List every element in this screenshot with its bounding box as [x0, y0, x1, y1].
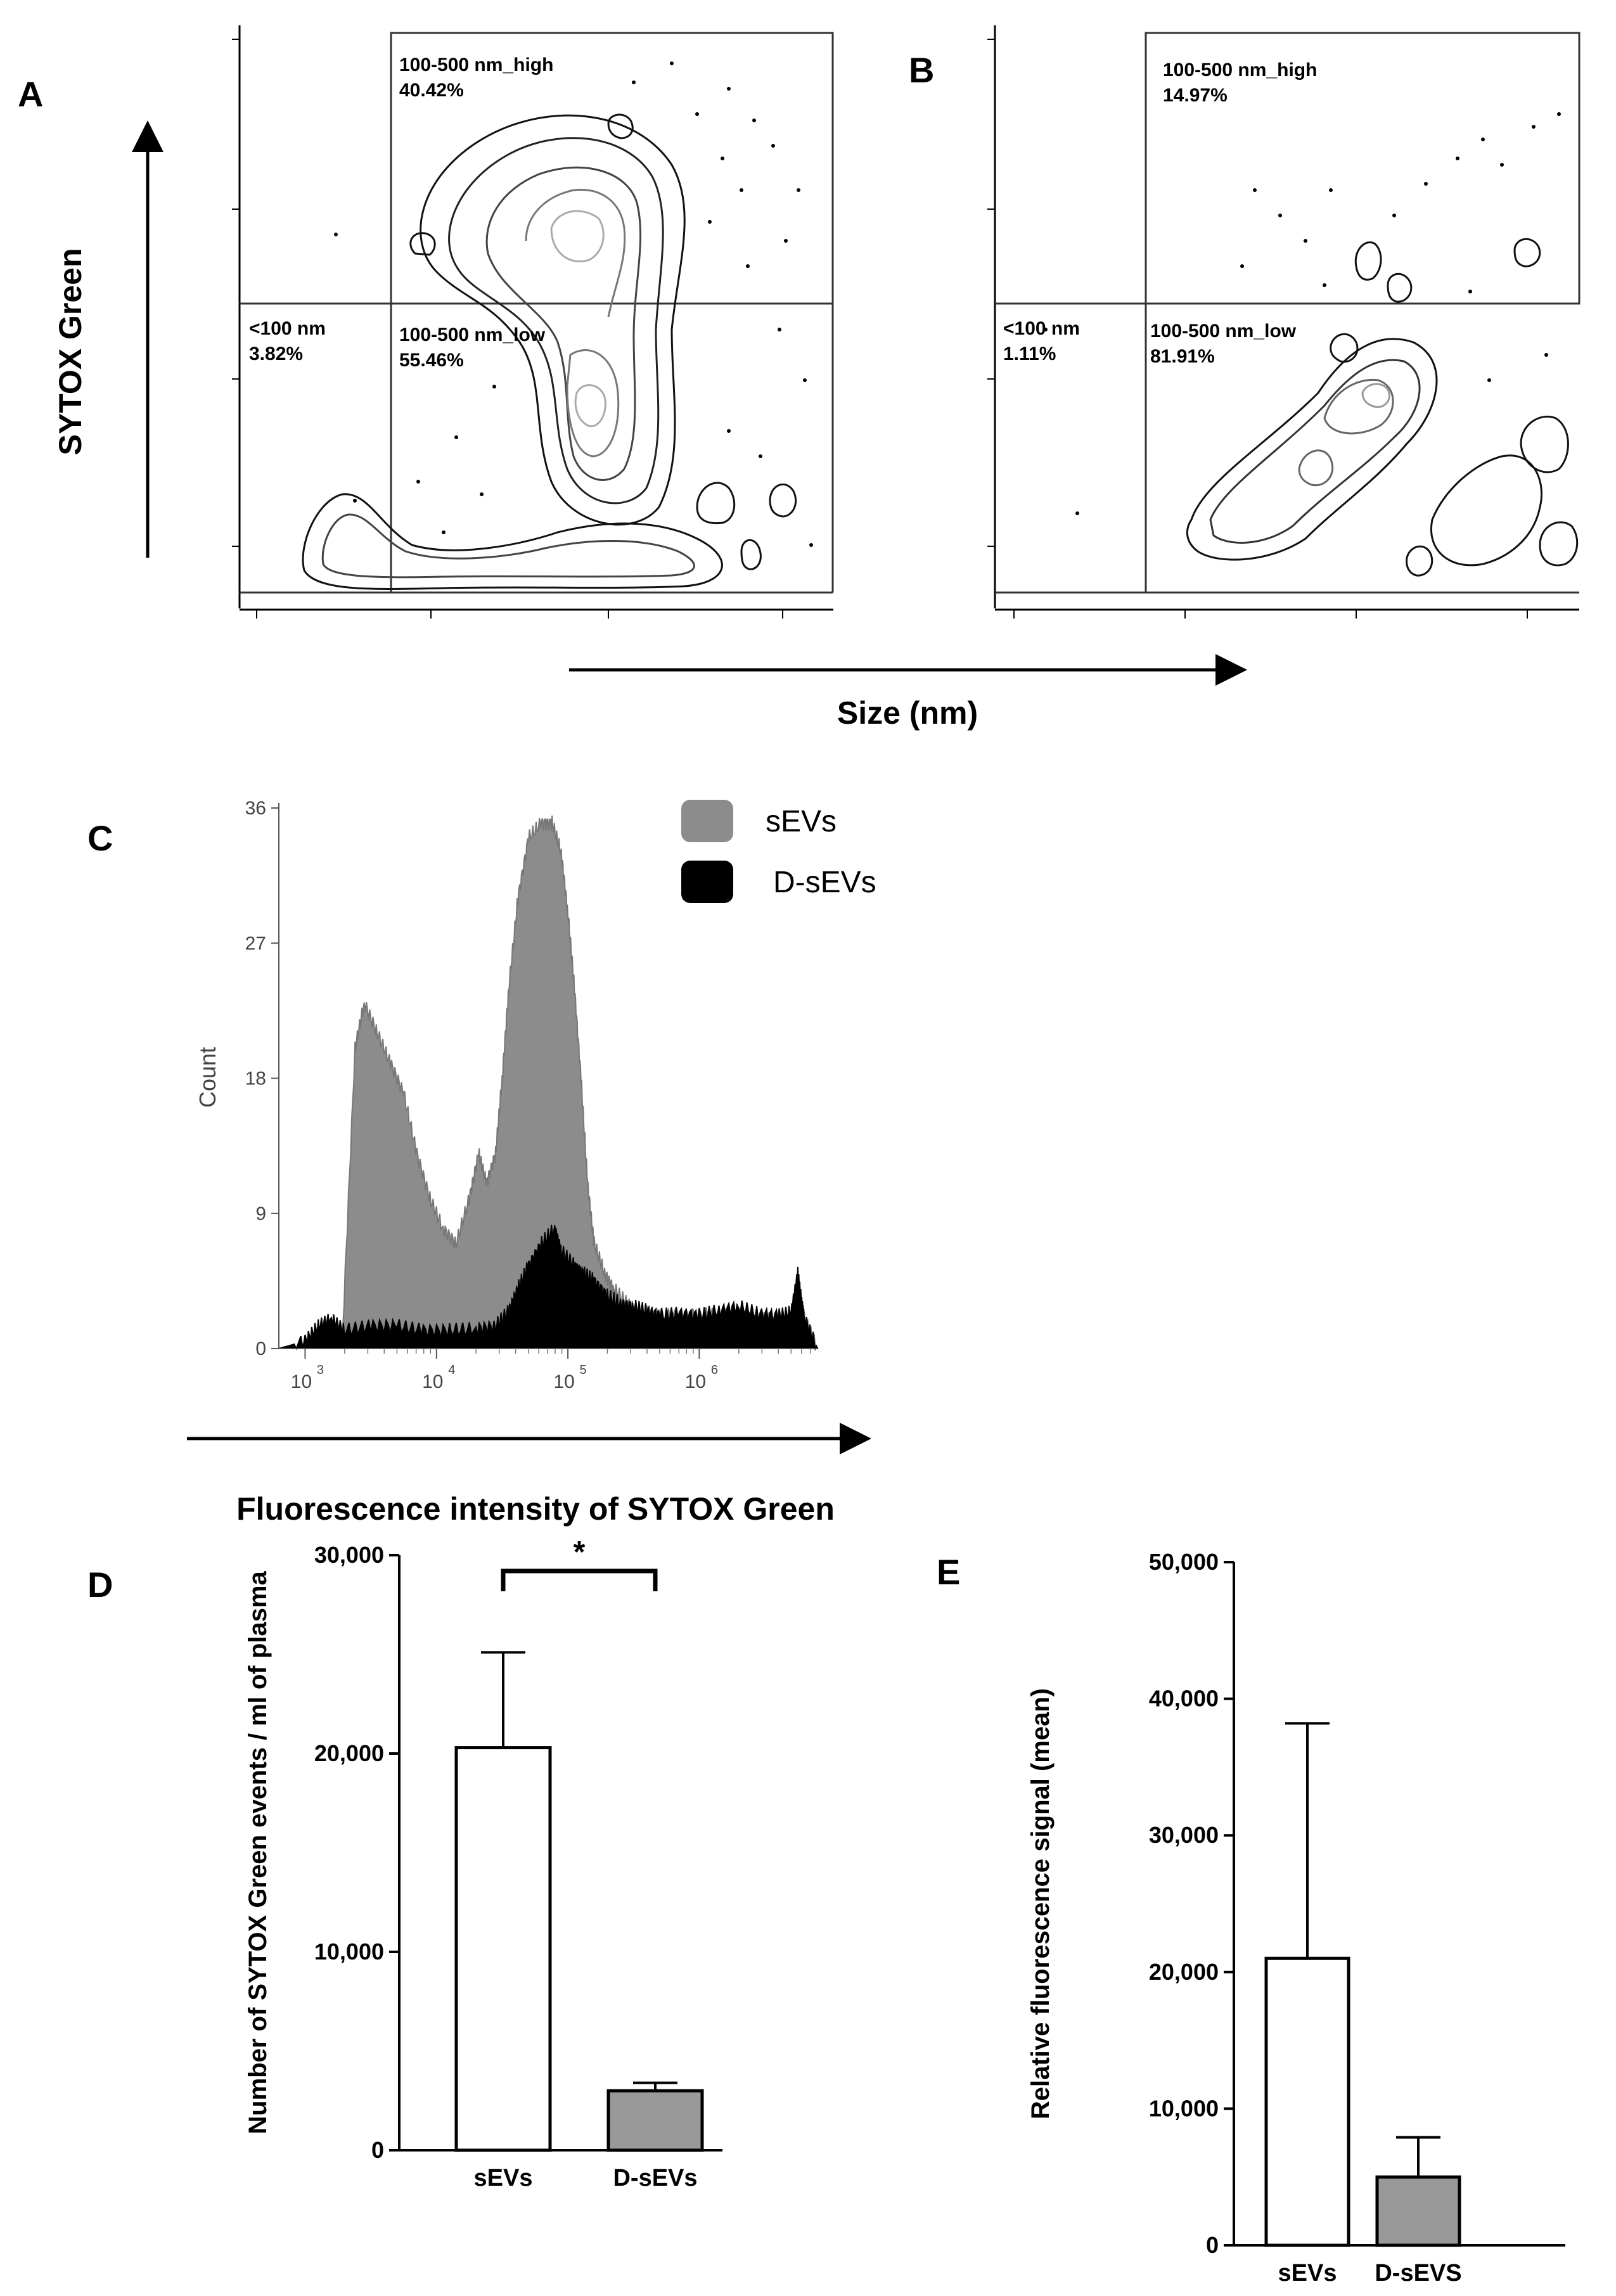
panel-c-y-title: Count: [195, 1047, 221, 1108]
panel-c-x-tick-label: 10: [291, 1371, 312, 1392]
panel-d-significance-bracket: [501, 1568, 658, 1592]
panel-c-x-tick-label: 10: [553, 1371, 574, 1392]
panel-c-y-tick-label: 27: [245, 933, 266, 954]
panel-d-significance-star: *: [574, 1536, 586, 1569]
panel-c-histogram: 0 9 18 27 36 10 3 10 4 10 5 10 6 Count: [195, 798, 819, 1392]
panel-e-y-tick-label: 40,000: [1149, 1686, 1219, 1712]
panel-d-bar-chart: 0 10,000 20,000 30,000 sEVs D-sEVs Number of S…: [244, 1536, 722, 2191]
panel-c-x-tick-label: 10: [422, 1371, 443, 1392]
panel-d-bar-1: [606, 2089, 704, 2152]
panel-d-y-title: Number of SYTOX Green events / ml of pla…: [244, 1571, 272, 2134]
panel-a-gate-low-name: 100-500 nm_low: [399, 324, 546, 345]
panel-a-gate-small-pct: 3.82%: [249, 343, 303, 364]
panel-b-contours: [1186, 238, 1579, 577]
panel-a-gate-high-name: 100-500 nm_high: [399, 55, 553, 75]
panel-b-dots: [1044, 112, 1561, 515]
panel-label-d: D: [87, 1565, 113, 1605]
panel-a-contours: [302, 113, 797, 590]
panel-label-a: A: [18, 74, 43, 114]
panel-b-gate-high-name: 100-500 nm_high: [1163, 60, 1317, 80]
panel-e-x-label-1: D-sEVS: [1375, 2260, 1461, 2286]
panel-a-gate-high-pct: 40.42%: [399, 80, 464, 101]
panel-b-gate-low-name: 100-500 nm_low: [1150, 321, 1297, 342]
panel-label-b: B: [909, 50, 934, 90]
y-axis-title-sytox: SYTOX Green: [53, 248, 88, 456]
panel-a-gate-small-name: <100 nm: [249, 318, 326, 339]
panel-a-dots: [334, 61, 813, 547]
panel-a-gate-low-pct: 55.46%: [399, 350, 464, 371]
panel-e-y-title: Relative fluorescence signal (mean): [1027, 1688, 1055, 2119]
panel-label-c: C: [87, 818, 113, 858]
panel-b-gate-high-pct: 14.97%: [1163, 85, 1228, 106]
panel-e-y-tick-label: 0: [1206, 2232, 1219, 2258]
legend-swatch-sevs: [681, 800, 733, 842]
histogram-series-dsevs: [278, 1224, 819, 1351]
panel-d-y-tick-label: 30,000: [314, 1542, 384, 1568]
panel-d-y-tick-label: 0: [371, 2137, 384, 2163]
panel-e-y-tick-label: 10,000: [1149, 2095, 1219, 2121]
panel-d-bar-0: [454, 1746, 552, 2152]
panel-b-gate-low-pct: 81.91%: [1150, 346, 1215, 367]
panel-label-e: E: [937, 1552, 960, 1592]
panel-c-y-tick-label: 9: [255, 1203, 266, 1224]
panel-b-ticks: [987, 39, 1528, 619]
panel-c-x-title: Fluorescence intensity of SYTOX Green: [236, 1491, 835, 1527]
panel-d-y-tick-label: 20,000: [314, 1740, 384, 1766]
panel-d-x-label-0: sEVs: [474, 2165, 533, 2191]
panel-e-y-tick-label: 50,000: [1149, 1549, 1219, 1575]
panel-c-x-tick-exponent: 4: [448, 1363, 455, 1377]
panel-d-y-tick-label: 10,000: [314, 1939, 384, 1965]
panel-c-y-tick-label: 0: [255, 1338, 266, 1359]
panel-c-legend: sEVs D-sEVs: [681, 800, 876, 903]
panel-c-y-tick-label: 18: [245, 1068, 266, 1089]
x-axis-title-size: Size (nm): [837, 695, 978, 731]
panel-d-x-label-1: D-sEVs: [613, 2165, 697, 2191]
panel-e-bar-1: [1375, 2175, 1461, 2247]
panel-e-x-label-0: sEVs: [1278, 2260, 1337, 2286]
panel-a-ticks: [232, 39, 783, 619]
panel-c-x-tick-exponent: 3: [317, 1363, 324, 1377]
panel-c-y-tick-label: 36: [245, 798, 266, 819]
legend-swatch-dsevs: [681, 861, 733, 903]
panel-e-bar-chart: 0 10,000 20,000 30,000 40,000 50,000 sEVs D-sEV…: [1027, 1549, 1565, 2286]
panel-c-x-tick-exponent: 5: [580, 1363, 587, 1377]
panel-c-x-tick-exponent: 6: [711, 1363, 718, 1377]
panel-b-gate-small-pct: 1.11%: [1003, 343, 1056, 364]
panel-e-y-tick-label: 20,000: [1149, 1959, 1219, 1985]
panel-e-y-tick-label: 30,000: [1149, 1822, 1219, 1848]
panel-b-plot: 100-500 nm_high 14.97% <100 nm 1.11% 100…: [987, 25, 1581, 619]
panel-c-x-tick-label: 10: [685, 1371, 706, 1392]
legend-label-dsevs: D-sEVs: [773, 866, 876, 899]
panel-a-plot: 100-500 nm_high 40.42% <100 nm 3.82% 100…: [232, 25, 834, 619]
panel-b-gate-small-name: <100 nm: [1003, 318, 1080, 339]
legend-label-sevs: sEVs: [766, 805, 837, 838]
panel-e-bar-0: [1264, 1956, 1350, 2247]
